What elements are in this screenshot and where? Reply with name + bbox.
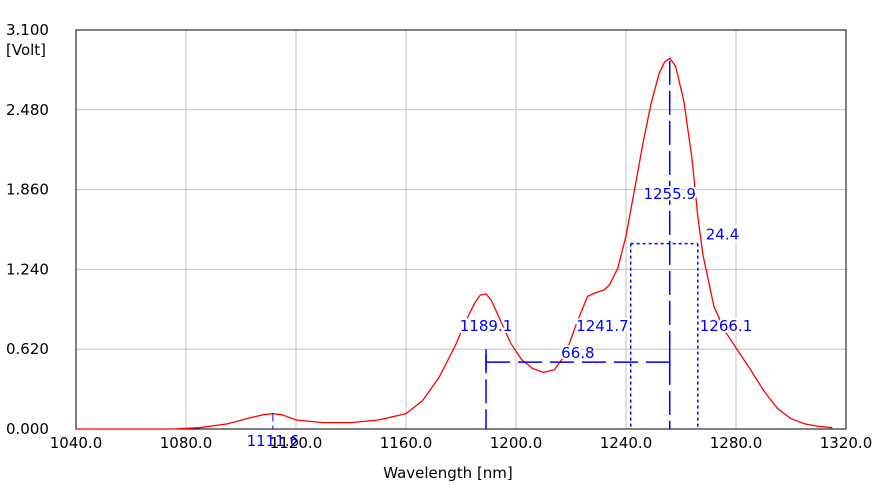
fwhm-edge-label: 1266.1 [700, 317, 753, 335]
y-tick-label: 1.240 [6, 260, 49, 278]
x-tick-label: 1280.0 [710, 434, 763, 452]
y-tick-label: 2.480 [6, 101, 49, 119]
fwhm-edge-label: 1241.7 [576, 317, 629, 335]
y-tick-label: 3.100 [6, 21, 49, 39]
x-tick-label: 1120.0 [270, 434, 323, 452]
series-layer [76, 57, 833, 430]
annotation-layer: 1111.6 1189.1 1255.9 66.8 24.4 1241.7 1266.1 [245, 60, 754, 452]
y-tick-label: 0.000 [6, 420, 49, 438]
peak-label: 1189.1 [460, 317, 513, 335]
x-tick-label: 1080.0 [160, 434, 213, 452]
y-axis-unit-label: [Volt] [6, 41, 46, 59]
x-axis-label: Wavelength [nm] [383, 464, 513, 482]
grid-lines [76, 30, 846, 429]
plot-frame [75, 29, 847, 430]
y-tick-label: 0.620 [6, 340, 49, 358]
y-tick-label: 1.860 [6, 181, 49, 199]
x-tick-labels: 1040.0 1080.0 1120.0 1160.0 1200.0 1240.0 1280… [50, 434, 873, 452]
x-tick-label: 1200.0 [490, 434, 543, 452]
series-line [76, 57, 833, 430]
spacing-label: 66.8 [561, 344, 594, 362]
peak-label: 1111.6 [247, 432, 300, 450]
fwhm-label: 24.4 [706, 226, 739, 244]
x-tick-label: 1240.0 [600, 434, 653, 452]
x-tick-label: 1160.0 [380, 434, 433, 452]
x-tick-label: 1040.0 [50, 434, 103, 452]
y-tick-labels: 0.000 0.620 1.240 1.860 2.480 3.100 [6, 21, 49, 438]
peak-label: 1255.9 [643, 185, 696, 203]
x-tick-label: 1320.0 [820, 434, 873, 452]
